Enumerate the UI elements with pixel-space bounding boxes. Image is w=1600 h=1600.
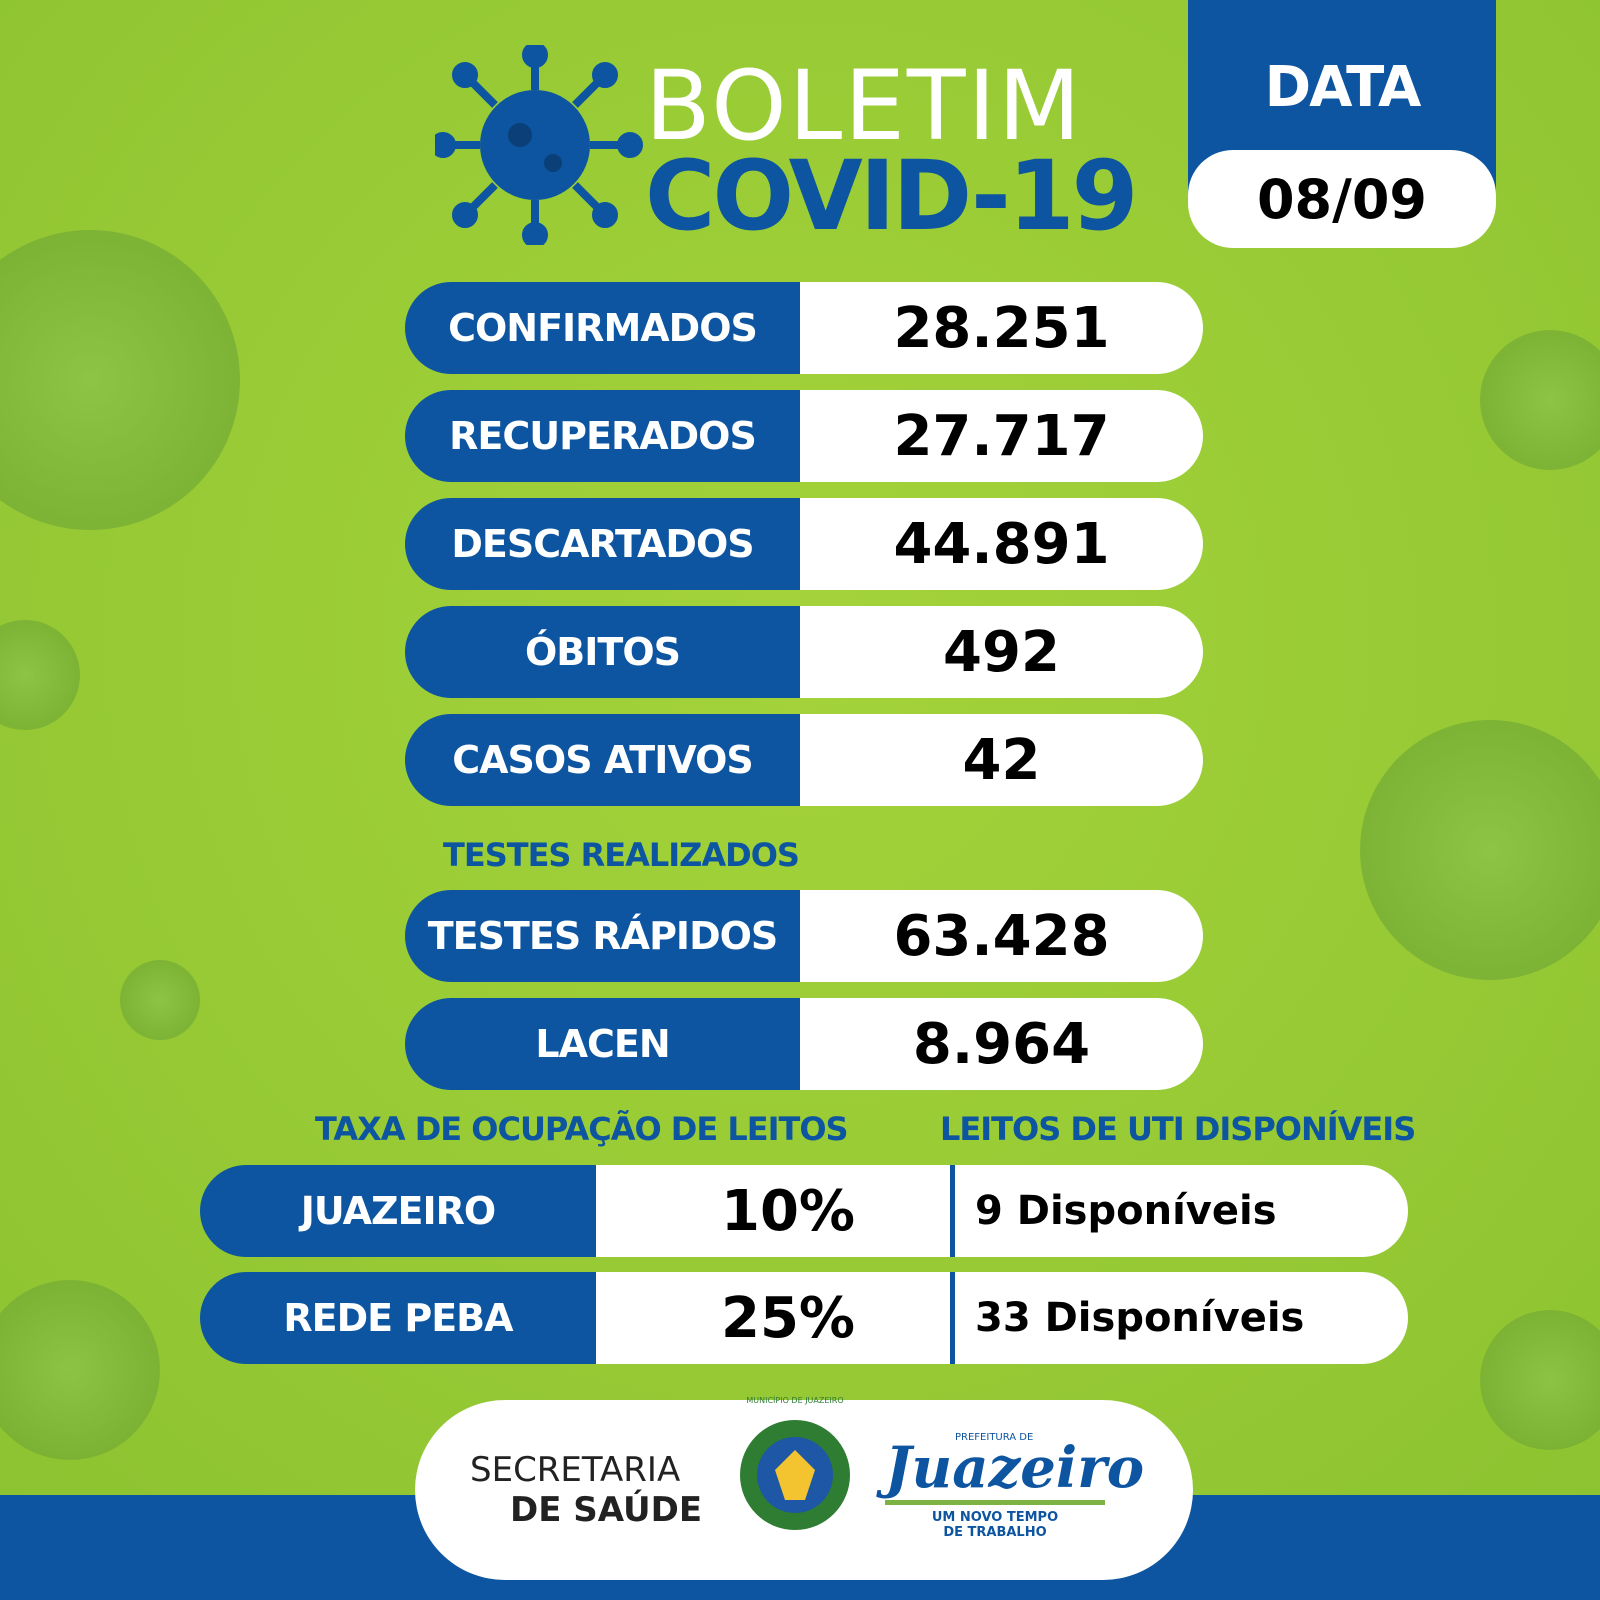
icu-heading: LEITOS DE UTI DISPONÍVEIS xyxy=(940,1110,1416,1148)
row-label: RECUPERADOS xyxy=(405,390,800,482)
subtitle: COVID-19 xyxy=(645,140,1138,252)
decoration xyxy=(120,960,200,1040)
decoration xyxy=(0,1280,160,1460)
bed-name: REDE PEBA xyxy=(200,1272,596,1364)
decoration xyxy=(1480,330,1600,470)
decoration xyxy=(0,230,240,530)
bed-available: 9 Disponíveis xyxy=(975,1188,1277,1234)
row-value: 492 xyxy=(800,606,1203,698)
row-value: 27.717 xyxy=(800,390,1203,482)
row-value: 44.891 xyxy=(800,498,1203,590)
virus-logo xyxy=(435,45,643,245)
divider xyxy=(950,1165,955,1257)
divider xyxy=(950,1272,955,1364)
bed-name: JUAZEIRO xyxy=(200,1165,596,1257)
tests-heading: TESTES REALIZADOS xyxy=(443,836,800,874)
seal-text: MUNICÍPIO DE JUAZEIRO xyxy=(746,1396,844,1405)
occupancy-heading: TAXA DE OCUPAÇÃO DE LEITOS xyxy=(315,1110,849,1148)
row-label: LACEN xyxy=(405,998,800,1090)
city: Juazeiro xyxy=(885,1435,1145,1501)
department: DE SAÚDE xyxy=(510,1490,703,1530)
row-label: TESTES RÁPIDOS xyxy=(405,890,800,982)
department: SECRETARIA xyxy=(470,1450,681,1490)
city-prefix: PREFEITURA DE xyxy=(955,1432,1034,1443)
row-value: 8.964 xyxy=(800,998,1203,1090)
row-label: ÓBITOS xyxy=(405,606,800,698)
row-label: CONFIRMADOS xyxy=(405,282,800,374)
row-label: DESCARTADOS xyxy=(405,498,800,590)
decoration xyxy=(1480,1310,1600,1450)
bed-rate: 25% xyxy=(596,1272,1408,1364)
row-label: CASOS ATIVOS xyxy=(405,714,800,806)
date: 08/09 xyxy=(1188,150,1496,248)
seal xyxy=(740,1420,850,1530)
bed-available: 33 Disponíveis xyxy=(975,1295,1305,1341)
decoration xyxy=(1360,720,1600,980)
row-value: 28.251 xyxy=(800,282,1203,374)
title: BOLETIM xyxy=(645,50,1083,162)
slogan-line: UM NOVO TEMPO xyxy=(931,1510,1059,1525)
date-label: DATA xyxy=(1264,55,1422,120)
slogan-line: DE TRABALHO xyxy=(943,1525,1047,1540)
row-value: 63.428 xyxy=(800,890,1203,982)
bed-rate: 10% xyxy=(596,1165,1408,1257)
decoration xyxy=(0,620,80,730)
rule xyxy=(885,1500,1105,1505)
row-value: 42 xyxy=(800,714,1203,806)
slogan: UM NOVO TEMPO DE TRABALHO xyxy=(885,1510,1105,1540)
